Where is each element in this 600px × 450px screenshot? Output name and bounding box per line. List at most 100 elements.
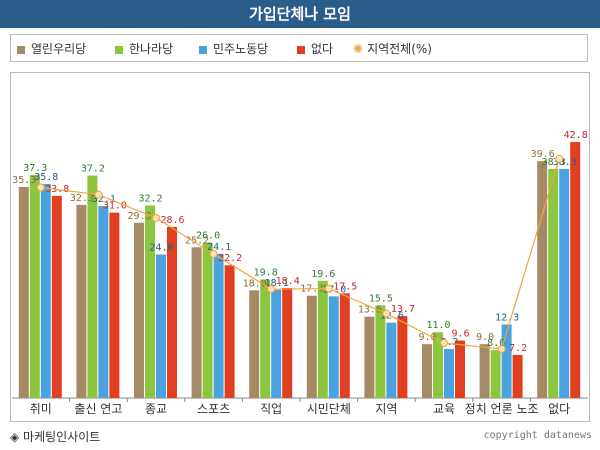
legend-item-yeollin: 열린우리당: [17, 40, 86, 57]
legend-swatch-yeollin: [17, 45, 25, 54]
bar-value-label-1-6: 15.5: [369, 293, 393, 304]
x-tick-label-5: 시민단체: [307, 402, 351, 416]
legend-label-none: 없다: [311, 42, 334, 56]
bar-value-label-0-1: 32.3: [70, 193, 94, 204]
bar-2-3: [213, 253, 224, 398]
bar-value-label-2-2: 24.0: [149, 242, 173, 253]
x-tick-label-7: 교육: [433, 402, 455, 416]
bar-2-9: [559, 168, 570, 398]
bar-3-4: [282, 287, 293, 398]
x-tick-label-9: 없다: [548, 402, 570, 416]
total-point-6: [382, 309, 391, 318]
bar-1-5: [317, 280, 328, 398]
legend-label-hannara: 한나라당: [129, 42, 174, 56]
bar-value-label-1-7: 11.0: [426, 320, 450, 331]
bar-0-6: [364, 316, 375, 398]
bar-0-1: [76, 204, 87, 398]
bar-value-label-3-8: 7.2: [509, 343, 527, 354]
total-point-4: [267, 285, 276, 294]
bar-value-label-3-9: 42.8: [564, 130, 588, 141]
bar-value-label-1-5: 19.6: [311, 269, 335, 280]
legend-item-minju: 민주노동당: [199, 40, 268, 57]
bar-3-0: [51, 195, 62, 398]
total-point-8: [497, 344, 506, 353]
bar-value-label-1-9: 38.3: [542, 157, 566, 168]
bar-1-6: [375, 305, 386, 398]
x-tick-label-3: 스포츠: [197, 402, 230, 416]
bar-0-5: [306, 295, 317, 398]
bar-0-8: [479, 344, 490, 398]
bar-value-label-2-9: 38.3: [553, 157, 577, 168]
bar-value-label-3-1: 31.0: [103, 201, 127, 212]
footer-brand: ◈ 마케팅인사이트: [10, 430, 101, 444]
bar-value-label-3-7: 9.6: [451, 329, 469, 340]
bar-value-label-1-1: 37.2: [81, 164, 105, 175]
bar-value-label-1-2: 32.2: [138, 193, 162, 204]
bar-value-label-0-9: 39.6: [531, 149, 555, 160]
bar-value-label-2-8: 12.3: [495, 312, 519, 323]
total-point-5: [324, 284, 333, 293]
bar-3-1: [109, 212, 120, 398]
bar-1-2: [145, 205, 155, 398]
bar-0-0: [18, 186, 29, 398]
sun-icon: ✺: [353, 42, 364, 56]
total-line: [40, 158, 560, 350]
bar-value-label-3-4: 18.4: [276, 276, 300, 287]
chart-legend: 열린우리당 한나라당 민주노동당 없다 ✺ 지역전체(%): [10, 34, 588, 62]
bar-3-8: [512, 354, 523, 398]
bar-3-3: [224, 265, 235, 398]
bar-2-4: [271, 289, 282, 398]
legend-item-total: ✺ 지역전체(%): [353, 40, 432, 57]
bar-value-label-2-1: 32.1: [92, 194, 116, 205]
bar-value-label-1-0: 37.3: [23, 163, 47, 174]
bar-value-label-3-5: 17.5: [333, 281, 357, 292]
page-title: 가입단체나 모임: [0, 0, 600, 28]
bar-value-label-0-8: 9.0: [476, 332, 494, 343]
bar-2-0: [40, 183, 51, 398]
bar-3-6: [397, 316, 408, 398]
x-tick-label-8: 정치 언론 노조: [465, 402, 539, 416]
legend-swatch-minju: [199, 45, 207, 54]
total-point-2: [152, 214, 160, 223]
bar-2-2: [156, 254, 166, 398]
bar-value-label-0-3: 25.2: [185, 235, 209, 246]
bar-1-9: [548, 168, 559, 398]
bar-2-6: [386, 322, 397, 398]
bar-value-label-2-0: 35.8: [34, 172, 58, 183]
bar-value-label-1-8: 8.0: [487, 338, 505, 349]
bar-value-label-1-3: 26.0: [196, 231, 220, 242]
legend-item-hannara: 한나라당: [115, 40, 173, 57]
legend-item-none: 없다: [297, 40, 333, 57]
bar-value-label-1-4: 19.8: [254, 268, 278, 279]
bar-3-9: [570, 142, 581, 398]
bar-1-7: [433, 332, 443, 398]
x-tick-label-2: 종교: [145, 402, 167, 416]
legend-label-minju: 민주노동당: [213, 42, 269, 56]
bar-2-1: [98, 206, 109, 398]
bar-2-8: [501, 324, 512, 398]
bar-value-label-0-4: 18.0: [243, 278, 267, 289]
footer-copyright: copyright datanews: [483, 430, 592, 441]
legend-label-yeollin: 열린우리당: [31, 42, 87, 56]
legend-swatch-hannara: [115, 45, 123, 54]
bar-value-label-0-0: 35.3: [12, 175, 36, 186]
total-point-3: [209, 249, 218, 258]
bar-value-label-0-6: 13.6: [358, 305, 382, 316]
bar-value-label-0-2: 29.3: [127, 211, 151, 222]
x-tick-label-0: 취미: [30, 402, 52, 416]
bar-0-3: [191, 247, 202, 398]
bar-value-label-3-6: 13.7: [391, 304, 415, 315]
bar-value-label-2-5: 17.0: [322, 284, 346, 295]
bar-value-label-0-7: 9.0: [418, 332, 436, 343]
bar-1-0: [29, 174, 40, 398]
legend-label-total: 지역전체(%): [367, 42, 432, 56]
bar-0-2: [134, 222, 144, 398]
x-tick-label-1: 출신 연고: [74, 402, 122, 416]
total-point-1: [94, 190, 103, 199]
bar-value-label-2-7: 8.2: [440, 337, 458, 348]
bar-3-7: [455, 340, 465, 398]
bar-2-7: [444, 348, 454, 398]
bar-value-label-3-2: 28.6: [160, 215, 184, 226]
bar-1-8: [490, 350, 501, 398]
